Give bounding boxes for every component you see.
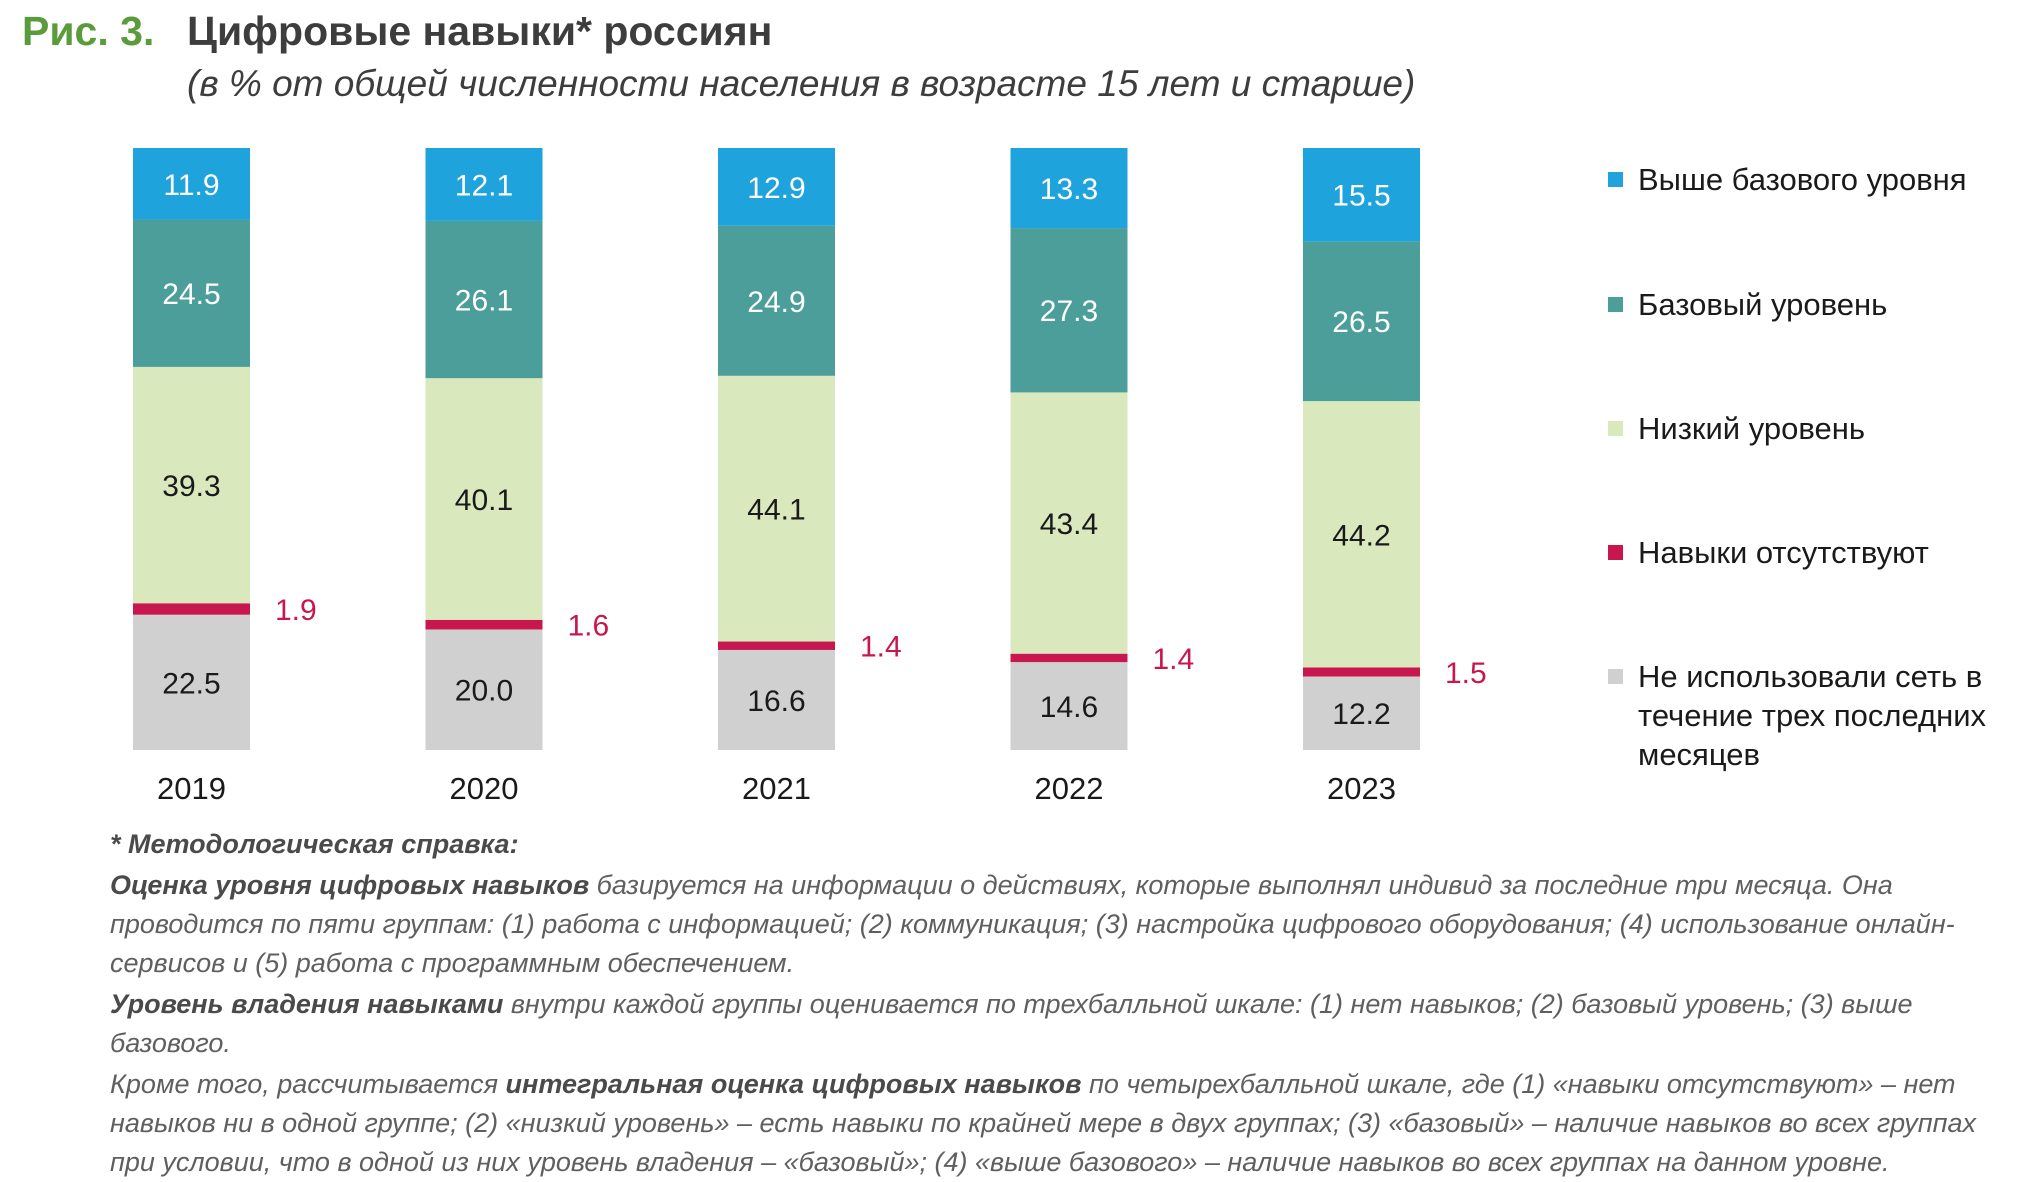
legend-swatch-low	[1608, 421, 1623, 436]
chart-title: Цифровые навыки* россиян	[187, 8, 773, 54]
legend-label-no-internet: Не использовали сеть в течение трех посл…	[1638, 659, 1987, 772]
chart-subtitle: (в % от общей численности населения в во…	[187, 63, 1416, 104]
data-label-no-internet-2021: 16.6	[747, 685, 805, 718]
data-label-basic-2020: 26.1	[455, 285, 513, 318]
data-label-no-internet-2019: 22.5	[162, 667, 220, 700]
bar-segment-no-internet-2020	[425, 629, 543, 750]
bar-segment-low-2020	[425, 378, 543, 620]
bar-segment-basic-2020	[425, 220, 543, 379]
x-tick-label-2020: 2020	[450, 771, 519, 806]
bar-segment-no-internet-2019	[133, 614, 250, 750]
notes-paragraph-1: Оценка уровня цифровых навыков базируетс…	[110, 866, 2010, 983]
data-label-no-internet-2022: 14.6	[1040, 691, 1098, 724]
x-tick-label-2019: 2019	[157, 771, 226, 806]
data-label-above-basic-2019: 11.9	[163, 169, 219, 202]
data-label-basic-2022: 27.3	[1040, 295, 1098, 328]
bar-segment-low-2021	[718, 375, 835, 642]
notes-p3-text1: Кроме того, рассчитывается	[110, 1069, 506, 1099]
notes-p3-bold: интегральная оценка цифровых навыков	[505, 1069, 1082, 1099]
stacked-bar-chart: 22.5 1.9 39.3 24.5 11.9 2019 20.0 1.6 40.1 26.1 12…	[133, 148, 1487, 806]
bar-segment-no-skills-2019	[133, 603, 250, 615]
bar-segment-low-2022	[1010, 392, 1128, 654]
notes-p2-text: внутри каждой группы оценивается по трех…	[110, 989, 1913, 1058]
data-label-above-basic-2023: 15.5	[1332, 180, 1390, 213]
data-label-basic-2019: 24.5	[162, 278, 220, 311]
notes-paragraph-2: Уровень владения навыками внутри каждой …	[110, 985, 2010, 1063]
notes-p1-text: базируется на информации о действиях, ко…	[110, 870, 1955, 978]
legend-label-low: Низкий уровень	[1638, 411, 1865, 446]
bar-segment-basic-2021	[718, 225, 835, 376]
legend-label-basic: Базовый уровень	[1638, 287, 1888, 322]
legend-label-no-skills: Навыки отсутствуют	[1638, 535, 1929, 570]
bar-segment-above-basic-2023	[1303, 148, 1420, 242]
data-label-no-internet-2020: 20.0	[455, 675, 513, 708]
bar-segment-no-skills-2020	[425, 619, 543, 630]
data-label-no-skills-2021: 1.4	[860, 631, 902, 664]
data-label-above-basic-2022: 13.3	[1040, 173, 1098, 206]
legend-swatch-basic	[1608, 297, 1623, 312]
data-label-above-basic-2021: 12.9	[747, 172, 805, 205]
bar-segment-low-2019	[133, 366, 250, 604]
data-label-low-2020: 40.1	[455, 484, 513, 517]
legend-swatch-no-skills	[1608, 545, 1623, 560]
notes-paragraph-3: Кроме того, рассчитывается интегральная …	[110, 1065, 2010, 1182]
bar-segment-no-skills-2021	[718, 641, 835, 650]
bar-segment-no-internet-2021	[718, 649, 835, 750]
x-tick-label-2022: 2022	[1035, 771, 1104, 806]
data-label-low-2019: 39.3	[162, 470, 220, 503]
x-tick-label-2023: 2023	[1327, 771, 1396, 806]
legend-swatch-above-basic	[1608, 172, 1623, 187]
methodology-notes: * Методологическая справка: Оценка уровн…	[110, 825, 2010, 1182]
x-tick-label-2021: 2021	[742, 771, 811, 806]
data-label-no-skills-2019: 1.9	[275, 594, 317, 627]
data-label-low-2023: 44.2	[1332, 519, 1390, 552]
data-label-above-basic-2020: 12.1	[455, 169, 513, 202]
bar-segment-above-basic-2021	[718, 148, 835, 226]
bar-segment-no-internet-2023	[1303, 676, 1420, 750]
notes-p1-bold: Оценка уровня цифровых навыков	[110, 870, 590, 900]
bar-segment-low-2023	[1303, 401, 1420, 668]
bar-segment-no-internet-2022	[1010, 662, 1128, 750]
bar-segment-basic-2019	[133, 219, 250, 367]
bar-segment-above-basic-2020	[425, 148, 543, 221]
data-label-basic-2021: 24.9	[747, 286, 805, 319]
bar-segment-no-skills-2023	[1303, 667, 1420, 677]
figure-number: Рис. 3.	[22, 8, 155, 54]
data-label-no-skills-2022: 1.4	[1153, 643, 1195, 676]
notes-heading: * Методологическая справка:	[110, 829, 519, 859]
bar-segment-above-basic-2019	[133, 148, 250, 220]
data-label-low-2022: 43.4	[1040, 508, 1098, 541]
data-label-low-2021: 44.1	[747, 494, 805, 527]
notes-p2-bold: Уровень владения навыками	[110, 989, 504, 1019]
bar-segment-no-skills-2022	[1010, 653, 1128, 663]
data-label-no-skills-2020: 1.6	[568, 610, 610, 643]
legend-label-above-basic: Выше базового уровня	[1638, 162, 1967, 197]
data-label-no-internet-2023: 12.2	[1332, 698, 1390, 731]
bar-segment-above-basic-2022	[1010, 148, 1128, 229]
bar-segment-basic-2022	[1010, 228, 1128, 393]
legend-swatch-no-internet	[1608, 669, 1623, 684]
data-label-basic-2023: 26.5	[1332, 306, 1390, 339]
bar-segment-basic-2023	[1303, 241, 1420, 402]
data-label-no-skills-2023: 1.5	[1445, 657, 1487, 690]
